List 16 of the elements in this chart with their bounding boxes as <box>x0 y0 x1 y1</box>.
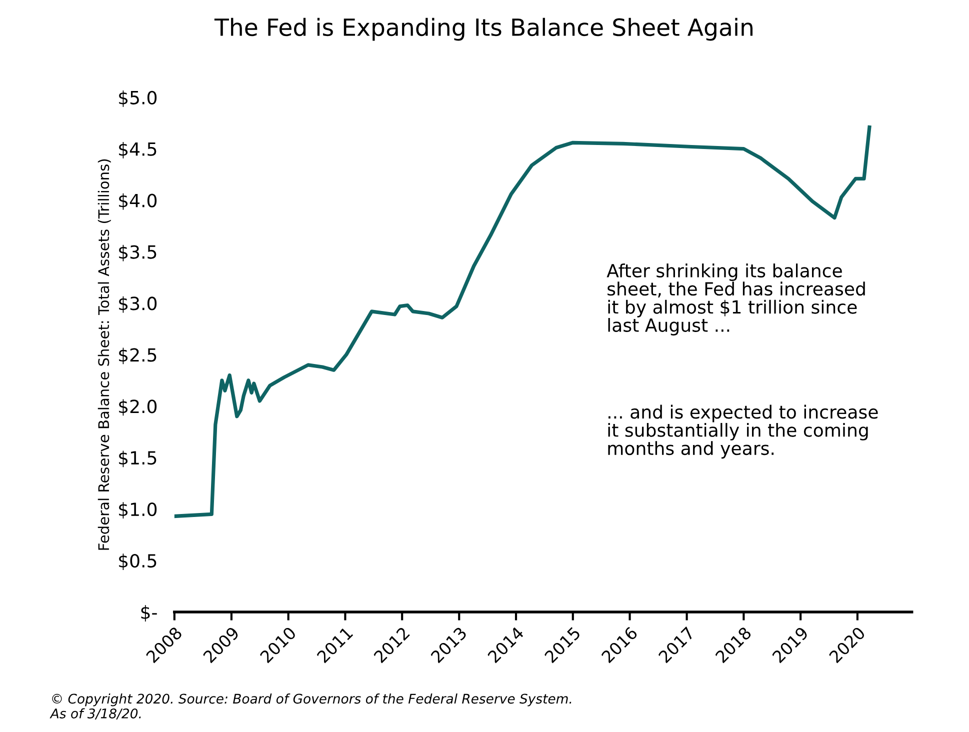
y-tick-label: $2.5 <box>119 348 156 364</box>
text: © Copyright 2020. Source: Board of Governors of the Federal Reserve System. As of 3/18/20. <box>50 693 572 720</box>
y-tick-label: $1.0 <box>119 502 157 519</box>
y-tick-label: $2.0 <box>119 399 157 416</box>
y-tick-label: $- <box>141 605 157 622</box>
y-tick-label: $4.0 <box>119 193 157 210</box>
y-tick-label: $0.5 <box>119 554 156 570</box>
annotation: ... and is expected to increase it substantially in the coming months and years. <box>608 404 878 459</box>
y-tick-label: $5.0 <box>119 90 157 107</box>
y-tick-label: $4.5 <box>119 142 156 158</box>
y-axis-title: Federal Reserve Balance Sheet: Total Assets (Trillions) <box>98 159 111 550</box>
y-tick-label: $3.0 <box>119 296 157 313</box>
y-tick-label: $1.5 <box>119 450 156 468</box>
annotation: After shrinking its balance sheet, the Fed has increased it by almost $1 trillion since last August ... <box>606 264 865 336</box>
y-tick-label: $3.5 <box>119 244 156 262</box>
chart-title: The Fed is Expanding Its Balance Sheet Again <box>214 18 752 41</box>
